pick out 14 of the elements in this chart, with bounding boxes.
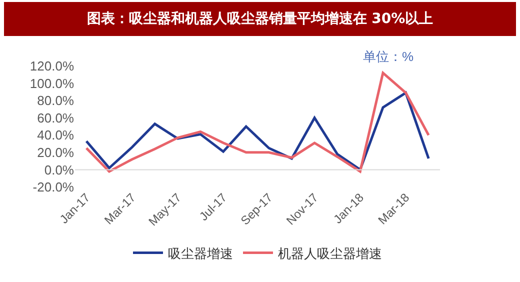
legend-label: 吸尘器增速 [168,246,233,261]
y-tick-label: 60.0% [37,110,74,126]
y-tick-label: -20.0% [32,180,74,195]
y-tick-label: 80.0% [37,93,74,108]
y-tick-label: 20.0% [37,144,74,160]
line-series [85,72,430,173]
chart-title: 图表：吸尘器和机器人吸尘器销量平均增速在 30%以上 [4,2,516,36]
y-tick-label: 100.0% [30,76,74,91]
y-tick-label: 120.0% [30,58,74,74]
text: 单位：% [363,49,414,64]
line-series [85,92,430,171]
y-tick-label: 40.0% [37,128,74,143]
legend-label: 机器人吸尘器增速 [278,246,382,261]
y-tick-label: 0.0% [44,162,74,178]
